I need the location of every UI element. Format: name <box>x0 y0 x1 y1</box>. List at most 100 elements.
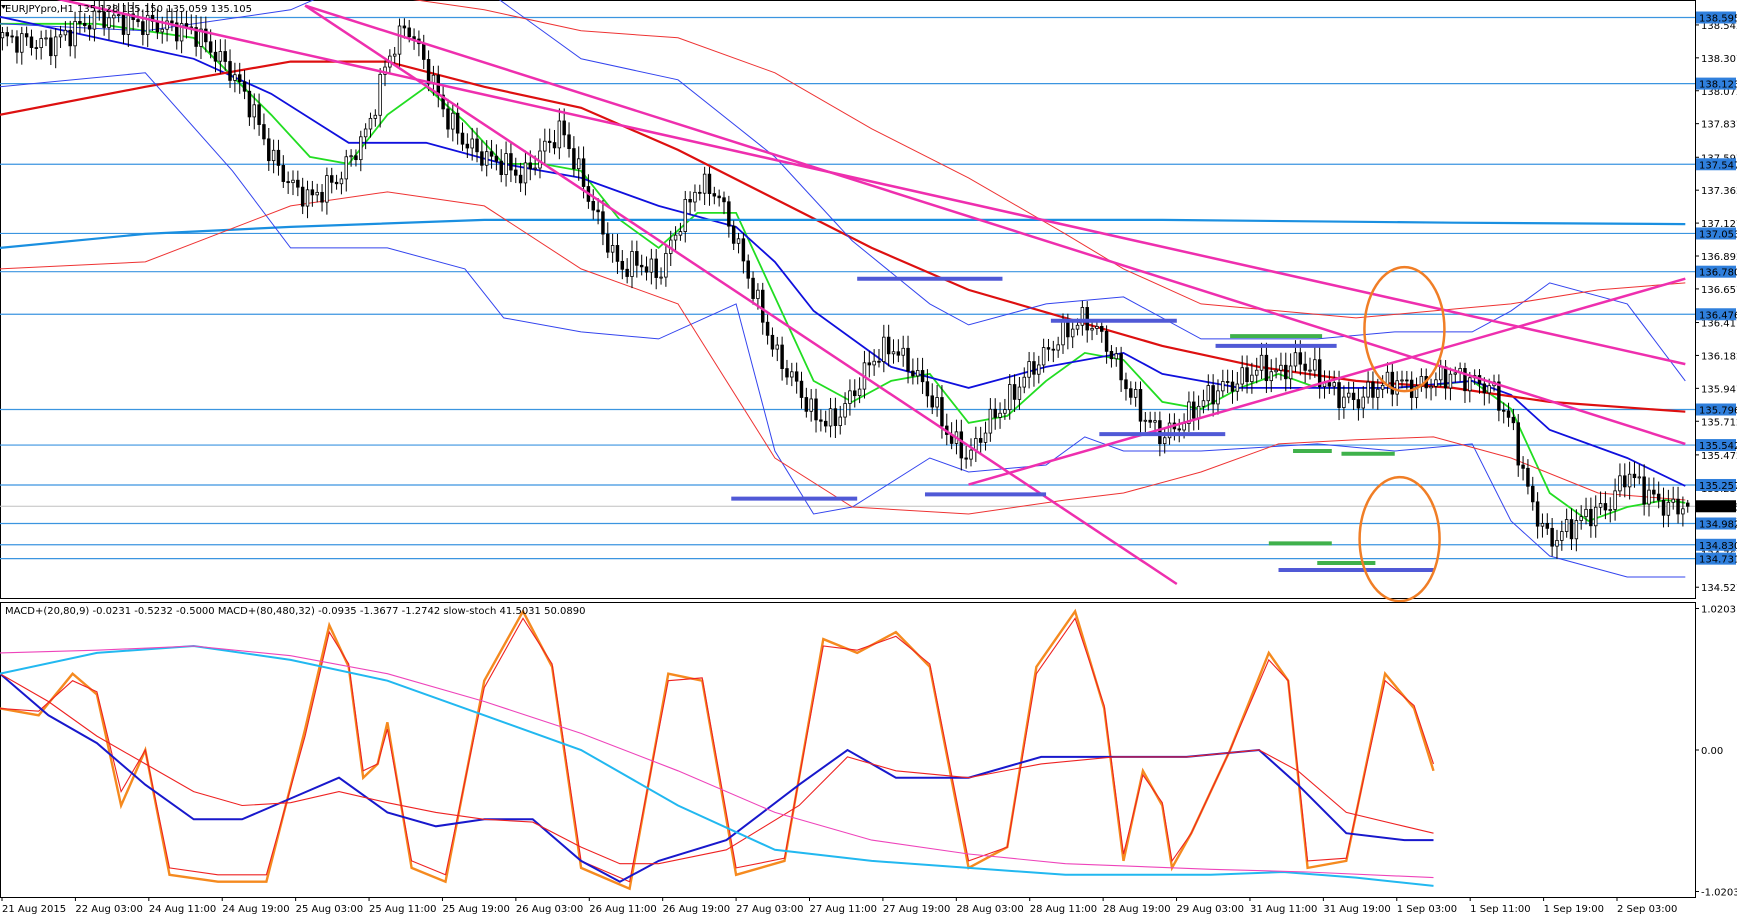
candle-up[interactable] <box>702 173 707 194</box>
candle-up[interactable] <box>1366 381 1370 398</box>
candle-down[interactable] <box>223 51 227 62</box>
trendline[interactable] <box>304 4 1686 446</box>
candle-up[interactable] <box>1037 364 1041 375</box>
candle-up[interactable] <box>828 408 833 427</box>
candle-up[interactable] <box>1468 377 1472 392</box>
candle-down[interactable] <box>102 11 106 28</box>
candle-up[interactable] <box>1574 520 1579 540</box>
candle-up[interactable] <box>683 199 687 232</box>
candle-up[interactable] <box>693 191 697 203</box>
candle-down[interactable] <box>761 289 765 323</box>
candle-down[interactable] <box>24 33 29 38</box>
candle-up[interactable] <box>1342 396 1346 408</box>
candle-up[interactable] <box>1075 324 1080 330</box>
candle-down[interactable] <box>262 124 266 140</box>
candle-down[interactable] <box>170 20 174 24</box>
candle-down[interactable] <box>68 29 72 47</box>
candle-up[interactable] <box>1681 508 1685 515</box>
candle-up[interactable] <box>218 51 223 62</box>
candle-down[interactable] <box>1545 522 1550 529</box>
candle-up[interactable] <box>1254 369 1259 376</box>
candle-down[interactable] <box>853 390 857 397</box>
candle-up[interactable] <box>145 14 150 35</box>
candle-up[interactable] <box>790 371 794 378</box>
candle-up[interactable] <box>397 25 402 55</box>
candle-down[interactable] <box>1482 383 1487 394</box>
candle-up[interactable] <box>92 10 97 30</box>
candle-up[interactable] <box>1114 353 1119 360</box>
candle-up[interactable] <box>368 117 373 130</box>
candle-up[interactable] <box>1395 380 1399 395</box>
candle-down[interactable] <box>804 397 809 412</box>
candle-down[interactable] <box>5 32 9 37</box>
candle-down[interactable] <box>1443 366 1448 389</box>
candle-up[interactable] <box>1487 385 1491 394</box>
candle-up[interactable] <box>974 438 978 451</box>
candle-up[interactable] <box>1274 369 1278 373</box>
candle-down[interactable] <box>751 277 755 299</box>
candle-up[interactable] <box>1647 489 1651 505</box>
candle-down[interactable] <box>237 74 242 83</box>
candle-down[interactable] <box>1652 489 1656 495</box>
candle-up[interactable] <box>1041 347 1046 366</box>
candle-down[interactable] <box>606 233 610 253</box>
candle-down[interactable] <box>1284 364 1288 380</box>
indicator-panel[interactable]: MACD+(20,80,9) -0.0231 -0.5232 -0.5000 M… <box>0 602 1696 898</box>
candle-up[interactable] <box>179 23 184 42</box>
candle-down[interactable] <box>78 21 82 24</box>
candle-down[interactable] <box>426 59 431 85</box>
candle-down[interactable] <box>1192 401 1196 419</box>
candle-down[interactable] <box>1511 416 1516 424</box>
highlight-circle[interactable] <box>1358 475 1441 603</box>
candle-down[interactable] <box>727 201 731 227</box>
candle-up[interactable] <box>901 347 905 356</box>
candle-up[interactable] <box>983 432 988 443</box>
candle-up[interactable] <box>998 412 1002 418</box>
candle-down[interactable] <box>644 266 649 273</box>
candle-down[interactable] <box>83 23 87 26</box>
price-panel[interactable]: EURJPYpro,H1 135.128 135.150 135.059 135… <box>0 0 1696 603</box>
candle-down[interactable] <box>1550 527 1554 547</box>
candle-down[interactable] <box>141 21 145 35</box>
candle-up[interactable] <box>935 397 939 408</box>
candle-up[interactable] <box>1182 423 1186 431</box>
candle-down[interactable] <box>814 398 818 421</box>
candle-up[interactable] <box>1429 386 1433 389</box>
candle-up[interactable] <box>1090 328 1094 331</box>
candle-up[interactable] <box>1555 540 1559 547</box>
candle-up[interactable] <box>39 38 43 48</box>
candle-down[interactable] <box>1337 382 1341 408</box>
candle-down[interactable] <box>1516 422 1520 466</box>
candle-down[interactable] <box>499 160 503 176</box>
candle-down[interactable] <box>877 360 881 363</box>
candle-up[interactable] <box>1269 371 1273 382</box>
candle-down[interactable] <box>296 179 300 188</box>
candle-down[interactable] <box>930 395 934 408</box>
candle-down[interactable] <box>920 370 925 383</box>
candle-down[interactable] <box>446 108 450 130</box>
candle-up[interactable] <box>291 179 295 184</box>
candle-down[interactable] <box>1356 399 1361 409</box>
candle-up[interactable] <box>848 390 852 404</box>
candle-up[interactable] <box>305 189 310 207</box>
candle-down[interactable] <box>1303 363 1307 371</box>
candle-down[interactable] <box>460 132 465 145</box>
candle-down[interactable] <box>1138 389 1143 422</box>
candle-up[interactable] <box>1332 382 1336 387</box>
candle-down[interactable] <box>1463 368 1467 392</box>
candle-up[interactable] <box>630 251 634 277</box>
candle-up[interactable] <box>523 162 528 184</box>
candle-up[interactable] <box>775 344 780 350</box>
candle-up[interactable] <box>1627 473 1632 488</box>
candle-down[interactable] <box>799 380 804 398</box>
candle-down[interactable] <box>330 175 334 183</box>
candle-up[interactable] <box>969 449 973 460</box>
candle-down[interactable] <box>49 37 53 57</box>
candle-down[interactable] <box>731 225 736 244</box>
candle-up[interactable] <box>1414 385 1419 398</box>
candle-down[interactable] <box>823 420 828 427</box>
candle-up[interactable] <box>315 191 319 196</box>
candle-down[interactable] <box>1032 361 1036 375</box>
candle-down[interactable] <box>194 27 198 47</box>
candle-up[interactable] <box>1608 509 1612 511</box>
